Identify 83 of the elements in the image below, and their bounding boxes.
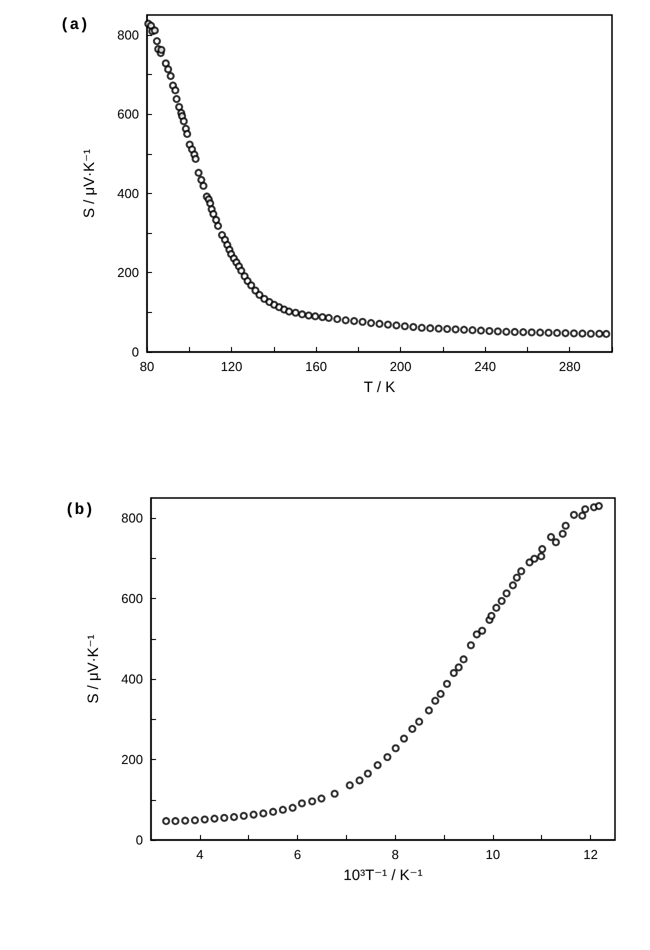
x-tick-label: 6 xyxy=(294,847,302,862)
point xyxy=(562,522,570,530)
point xyxy=(424,706,433,714)
point xyxy=(259,809,268,818)
point xyxy=(190,816,199,824)
point xyxy=(502,589,511,598)
y-tick-label: 200 xyxy=(117,265,139,280)
x-tick-label: 4 xyxy=(196,847,204,862)
point xyxy=(392,744,400,752)
point xyxy=(171,817,180,826)
x-tick-label: 240 xyxy=(474,359,496,374)
x-tick-label: 8 xyxy=(392,847,399,862)
point xyxy=(537,552,546,560)
x-axis-title: T / K xyxy=(364,379,396,396)
point xyxy=(250,810,258,819)
point xyxy=(288,804,297,812)
point xyxy=(210,814,218,823)
x-tick-label: 80 xyxy=(140,359,154,374)
point xyxy=(408,724,416,733)
point xyxy=(512,574,521,582)
point xyxy=(466,641,475,650)
point xyxy=(442,680,451,688)
y-tick-label: 0 xyxy=(136,832,143,848)
point xyxy=(578,512,586,520)
y-tick-label: 400 xyxy=(121,672,143,687)
point xyxy=(436,690,445,698)
point xyxy=(162,817,170,826)
point xyxy=(330,790,339,798)
point xyxy=(181,816,190,825)
point xyxy=(558,530,567,538)
point xyxy=(240,812,248,820)
y-tick-label: 800 xyxy=(117,27,139,42)
y-axis-title: S / μV·K⁻¹ xyxy=(81,148,98,218)
point xyxy=(594,502,603,510)
x-tick-label: 280 xyxy=(558,359,581,374)
point xyxy=(581,505,590,514)
y-axis-title: S / μV·K⁻¹ xyxy=(85,634,102,704)
y-tick-label: 600 xyxy=(117,106,139,122)
point xyxy=(478,626,486,635)
y-tick-label: 200 xyxy=(121,752,143,768)
point xyxy=(492,604,500,612)
point xyxy=(498,597,506,605)
y-tick-label: 600 xyxy=(121,591,143,606)
point xyxy=(346,781,354,790)
point xyxy=(356,776,364,784)
point xyxy=(200,815,209,824)
point xyxy=(570,510,578,519)
point xyxy=(278,806,287,814)
point xyxy=(487,612,496,620)
point xyxy=(230,813,238,822)
x-tick-label: 12 xyxy=(583,847,598,862)
point xyxy=(460,655,468,664)
point xyxy=(450,669,458,678)
point xyxy=(517,567,526,576)
point xyxy=(472,630,481,638)
chart-title: (a) xyxy=(60,16,89,34)
x-axis-title: 10³T⁻¹ / K⁻¹ xyxy=(343,867,423,884)
y-tick-label: 400 xyxy=(117,186,139,201)
point xyxy=(552,538,560,546)
point xyxy=(383,753,392,762)
point xyxy=(526,558,534,566)
chart-title: (b) xyxy=(65,501,94,519)
y-tick-label: 800 xyxy=(121,510,143,526)
point xyxy=(530,554,538,563)
point xyxy=(508,581,517,590)
point xyxy=(298,799,306,808)
point xyxy=(400,734,408,743)
x-tick-label: 120 xyxy=(220,359,242,374)
point xyxy=(431,696,440,705)
point xyxy=(538,545,546,554)
y-tick-label: 0 xyxy=(132,344,139,360)
point xyxy=(547,533,556,542)
point xyxy=(364,770,372,778)
point xyxy=(220,814,228,822)
point xyxy=(269,808,278,816)
point xyxy=(374,761,382,770)
point xyxy=(317,794,326,803)
point xyxy=(415,718,424,726)
point xyxy=(454,663,463,672)
x-tick-label: 200 xyxy=(390,359,412,374)
x-tick-label: 10 xyxy=(486,847,500,862)
point xyxy=(308,797,316,806)
x-tick-label: 160 xyxy=(305,359,327,374)
